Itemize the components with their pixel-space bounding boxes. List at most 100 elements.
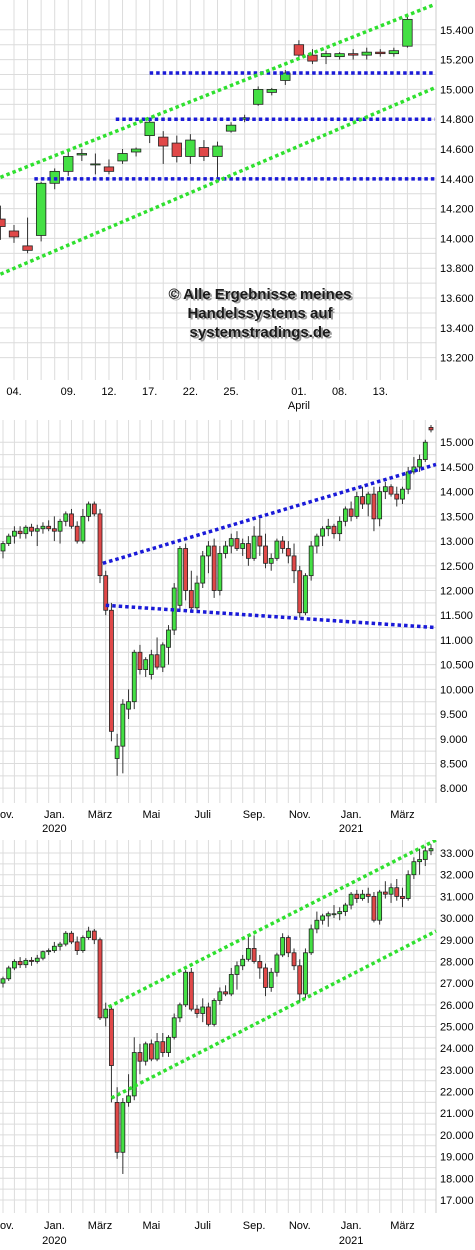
candle-down [297, 965, 303, 995]
candle-up [35, 182, 47, 236]
candle-up [103, 1008, 109, 1019]
candle-down [365, 893, 371, 897]
candle-up [308, 928, 314, 954]
candle-down [331, 525, 337, 535]
candle-up [388, 50, 400, 55]
y-tick-label: 25.000 [440, 1022, 474, 1034]
x-tick-sublabel: 2021 [339, 823, 363, 835]
x-tick-label: 22. [183, 386, 198, 398]
candle-down [29, 959, 34, 962]
candle-up [361, 51, 372, 56]
candle-down [17, 530, 23, 535]
y-tick-label: 18.000 [440, 1173, 474, 1185]
candle-up [343, 508, 348, 522]
y-tick-label: 17.000 [440, 1195, 474, 1207]
candle-up [177, 1004, 183, 1019]
candle-down [103, 575, 109, 611]
candle-down [74, 525, 80, 542]
y-tick-label: 13.400 [440, 323, 474, 335]
candle-down [109, 1008, 114, 1066]
candle-down [114, 1102, 120, 1153]
x-tick-label: 08. [332, 386, 347, 398]
candle-up [23, 959, 29, 966]
candle-up [117, 153, 128, 162]
candle-down [51, 528, 57, 532]
candle-up [23, 526, 29, 535]
candle-down [348, 53, 359, 56]
candle-up [343, 904, 348, 912]
y-tick-label: 14.200 [440, 204, 474, 216]
watermark-shadow: systemstradings.de [192, 326, 333, 343]
candle-up [63, 932, 69, 945]
candle-down [280, 540, 286, 549]
candle-down [263, 545, 268, 564]
x-tick-sublabel: 2020 [42, 1235, 66, 1247]
candle-up [90, 163, 101, 166]
watermark-line-2: Handelssystems auf [187, 305, 333, 322]
candle-up [34, 957, 40, 962]
candle-up [217, 553, 223, 591]
y-tick-label: 14.800 [440, 114, 474, 126]
y-tick-label: 9.000 [440, 734, 468, 746]
y-tick-label: 13.500 [440, 511, 474, 523]
candle-down [388, 486, 394, 495]
candle-up [80, 515, 86, 542]
candle-up [405, 874, 411, 899]
x-tick-label: März [88, 1220, 112, 1232]
y-tick-label: 31.000 [440, 891, 474, 903]
candle-up [303, 575, 308, 614]
y-tick-label: 11.500 [440, 610, 473, 622]
candle-up [308, 545, 314, 577]
candle-up [417, 859, 422, 863]
candle-up [130, 148, 142, 153]
candle-up [46, 950, 52, 953]
candle-down [154, 654, 160, 668]
candle-up [320, 53, 332, 58]
candles [0, 16, 413, 254]
candle-up [411, 861, 417, 876]
x-tick-label: Jan. [44, 1220, 65, 1232]
candle-down [285, 937, 291, 954]
y-tick-label: 15.400 [440, 25, 474, 37]
candle-up [223, 545, 228, 554]
candle-up [382, 486, 388, 493]
x-tick-label: Nov. [0, 809, 14, 821]
y-tick-label: 8.000 [440, 783, 468, 795]
candle-down [103, 166, 115, 172]
y-tick-label: 12.500 [440, 561, 474, 573]
candle-up [217, 991, 223, 1001]
candle-up [114, 745, 120, 759]
candle-down [74, 941, 80, 951]
y-tick-label: 11.000 [440, 635, 473, 647]
candle-down [285, 548, 291, 557]
x-tick-label: Sep. [243, 1220, 266, 1232]
green-trendline [107, 840, 437, 1009]
candle-down [22, 245, 33, 251]
candle-up [314, 919, 320, 930]
candle-up [76, 153, 87, 156]
candle-up [166, 629, 171, 648]
candle-down [263, 967, 268, 988]
candle-down [234, 538, 240, 549]
y-tick-label: 29.000 [440, 935, 474, 947]
candle-down [188, 971, 194, 1010]
candle-up [402, 18, 413, 47]
y-tick-label: 20.000 [440, 1130, 474, 1142]
watermark-shadow: Handelssystems auf [189, 307, 335, 324]
watermark-line-1: © Alle Ergebnisse meines [168, 286, 351, 303]
candle-up [325, 525, 331, 530]
y-tick-label: 30.000 [440, 913, 474, 925]
candle-down [109, 609, 114, 732]
candle-down [257, 535, 263, 547]
candle-up [377, 491, 383, 520]
x-tick-label: Jan. [341, 809, 362, 821]
candles [0, 424, 434, 776]
y-tick-label: 23.000 [440, 1065, 474, 1077]
candle-up [131, 1052, 137, 1097]
candle-up [211, 1000, 217, 1025]
candle-up [354, 496, 360, 517]
y-tick-label: 13.000 [440, 536, 474, 548]
candle-up [212, 145, 223, 157]
candle-down [293, 44, 305, 56]
x-tick-label: Mai [143, 809, 161, 821]
